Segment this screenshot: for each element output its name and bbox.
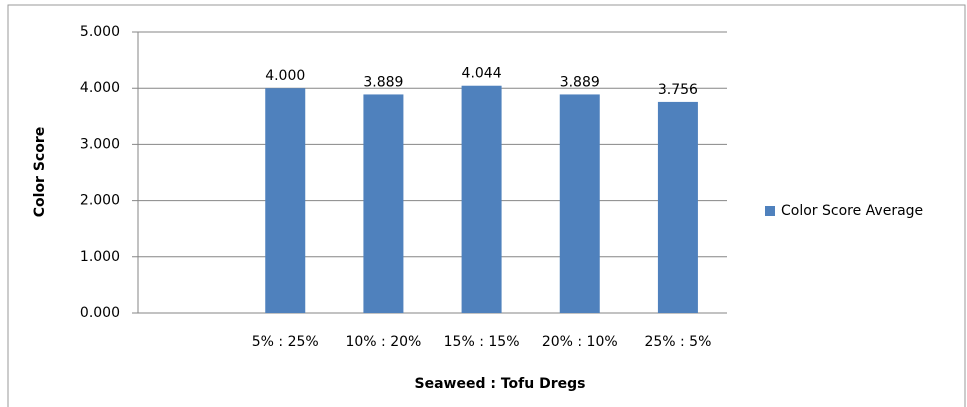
data-label: 3.889 [363,74,403,90]
legend-swatch [765,206,775,216]
bar [559,94,600,313]
x-axis-title: Seaweed : Tofu Dregs [415,376,586,392]
y-tick-label: 0.000 [80,305,120,321]
bar [657,101,698,313]
data-label: 3.756 [658,82,698,98]
x-tick-label: 10% : 20% [345,334,421,350]
data-label: 4.000 [265,68,305,84]
x-tick-label: 15% : 15% [444,334,520,350]
x-tick-label: 20% : 10% [542,334,618,350]
y-tick-label: 1.000 [80,249,120,265]
data-label: 3.889 [560,74,600,90]
bar [363,94,404,313]
data-label: 4.044 [462,66,502,82]
x-tick-label: 5% : 25% [252,334,319,350]
x-tick-label: 25% : 5% [644,334,711,350]
y-axis-title: Color Score [32,127,48,218]
bar [461,85,502,313]
bar [265,88,306,313]
y-tick-label: 3.000 [80,136,120,152]
y-tick-label: 4.000 [80,80,120,96]
y-tick-label: 5.000 [80,24,120,40]
legend-label: Color Score Average [781,203,923,219]
chart-frame [7,4,966,407]
y-tick-label: 2.000 [80,193,120,209]
